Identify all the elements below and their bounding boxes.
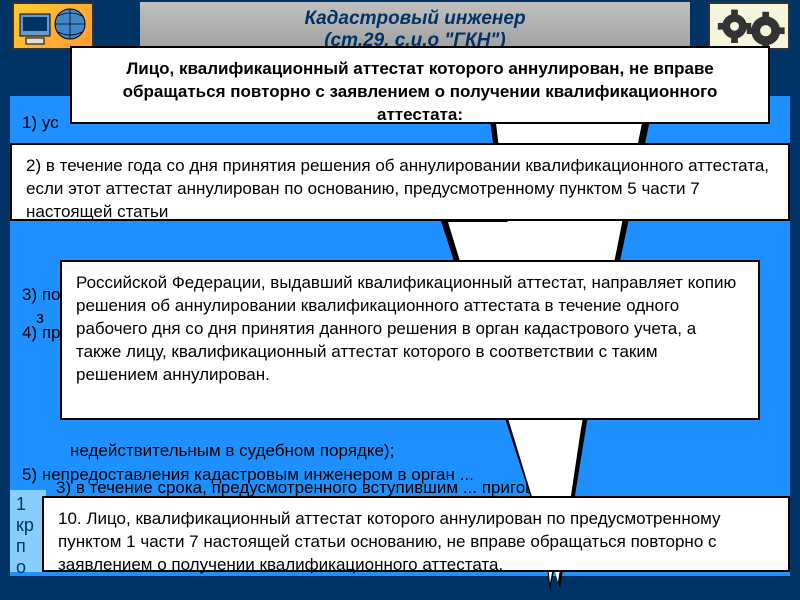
gears-icon [708, 2, 790, 50]
bg-item-1: 1) ус [22, 112, 59, 135]
sp-l3: п [16, 536, 26, 556]
computer-globe-icon [12, 2, 94, 50]
small-light-panel: 1 кр п о [10, 490, 46, 572]
callout-item-3-partial: 3) в течение срока, предусмотренного вст… [42, 478, 790, 498]
title-line-1: Кадастровый инженер [140, 8, 690, 30]
slide-title: Кадастровый инженер (ст.29, с.и.о "ГКН") [140, 2, 690, 50]
sp-l1: 1 [16, 494, 26, 514]
callout-item-10: 10. Лицо, квалификационный аттестат кото… [42, 496, 790, 572]
sp-l2: кр [16, 515, 34, 535]
bg-item-3-text: 3) по [22, 285, 61, 304]
callout-header: Лицо, квалификационный аттестат которого… [70, 46, 770, 124]
callout-middle: Российской Федерации, выдавший квалифика… [60, 260, 760, 420]
sp-l4: о [16, 557, 26, 577]
callout-item-2: 2) в течение года со дня принятия решени… [10, 143, 790, 221]
bg-item-4-line: недействительным в судебном порядке); [70, 440, 790, 463]
